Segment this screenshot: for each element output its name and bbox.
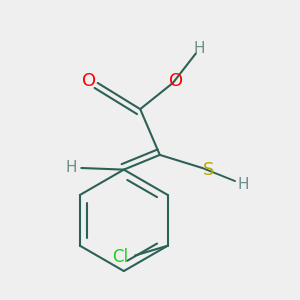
Text: Cl: Cl <box>112 248 128 266</box>
Text: O: O <box>169 72 183 90</box>
Text: O: O <box>82 72 97 90</box>
Text: S: S <box>203 160 214 178</box>
Text: H: H <box>238 177 249 192</box>
Text: H: H <box>66 160 77 175</box>
Text: H: H <box>193 41 205 56</box>
